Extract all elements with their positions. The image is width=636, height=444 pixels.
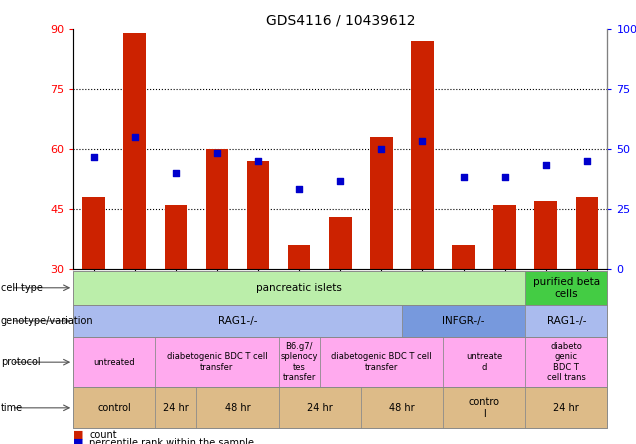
Text: cell type: cell type <box>1 283 43 293</box>
Bar <box>73 337 155 387</box>
Text: 24 hr: 24 hr <box>163 403 189 413</box>
Point <box>582 157 592 164</box>
Text: diabeto
genic
BDC T
cell trans: diabeto genic BDC T cell trans <box>547 342 586 382</box>
Bar <box>452 245 475 269</box>
Title: GDS4116 / 10439612: GDS4116 / 10439612 <box>265 14 415 28</box>
Bar <box>525 387 607 428</box>
Text: B6.g7/
splenocy
tes
transfer: B6.g7/ splenocy tes transfer <box>280 342 318 382</box>
Bar <box>361 387 443 428</box>
Bar <box>165 205 187 269</box>
Text: ■: ■ <box>73 438 84 444</box>
Text: RAG1-/-: RAG1-/- <box>218 316 258 326</box>
Bar <box>73 387 155 428</box>
Point <box>499 173 509 180</box>
Point <box>335 177 345 184</box>
Text: genotype/variation: genotype/variation <box>1 316 93 326</box>
Text: control: control <box>97 403 131 413</box>
Text: 48 hr: 48 hr <box>225 403 251 413</box>
Bar <box>155 387 197 428</box>
Text: ■: ■ <box>73 430 84 440</box>
Point <box>377 145 387 152</box>
Bar <box>576 197 598 269</box>
Bar <box>525 305 607 337</box>
Text: contro
l: contro l <box>469 397 500 419</box>
Text: protocol: protocol <box>1 357 40 367</box>
Bar <box>83 197 105 269</box>
Point <box>130 133 140 140</box>
Bar <box>288 245 310 269</box>
Text: diabetogenic BDC T cell
transfer: diabetogenic BDC T cell transfer <box>331 353 432 372</box>
Bar <box>320 337 443 387</box>
Bar <box>494 205 516 269</box>
Text: percentile rank within the sample: percentile rank within the sample <box>89 438 254 444</box>
Text: diabetogenic BDC T cell
transfer: diabetogenic BDC T cell transfer <box>167 353 267 372</box>
Bar <box>279 387 361 428</box>
Text: 24 hr: 24 hr <box>307 403 333 413</box>
Text: 24 hr: 24 hr <box>553 403 579 413</box>
Text: untreate
d: untreate d <box>466 353 502 372</box>
Bar <box>525 271 607 305</box>
Point <box>88 153 99 160</box>
Bar <box>329 217 352 269</box>
Bar <box>197 387 279 428</box>
Point <box>171 169 181 176</box>
Bar <box>247 161 270 269</box>
Bar <box>443 387 525 428</box>
Point <box>417 137 427 144</box>
Bar <box>73 305 402 337</box>
Bar <box>443 337 525 387</box>
Bar <box>534 201 557 269</box>
Bar <box>411 41 434 269</box>
Text: purified beta
cells: purified beta cells <box>533 277 600 298</box>
Text: 48 hr: 48 hr <box>389 403 415 413</box>
Bar <box>73 271 525 305</box>
Text: RAG1-/-: RAG1-/- <box>546 316 586 326</box>
Bar <box>402 305 525 337</box>
Bar <box>123 33 146 269</box>
Point <box>541 161 551 168</box>
Point <box>459 173 469 180</box>
Text: pancreatic islets: pancreatic islets <box>256 283 342 293</box>
Text: INFGR-/-: INFGR-/- <box>442 316 485 326</box>
Text: untreated: untreated <box>93 358 135 367</box>
Text: time: time <box>1 403 23 413</box>
Bar <box>370 137 392 269</box>
Text: count: count <box>89 430 116 440</box>
Bar <box>205 149 228 269</box>
Point <box>294 185 304 192</box>
Point <box>212 149 222 156</box>
Point <box>253 157 263 164</box>
Bar <box>155 337 279 387</box>
Bar <box>525 337 607 387</box>
Bar <box>279 337 320 387</box>
